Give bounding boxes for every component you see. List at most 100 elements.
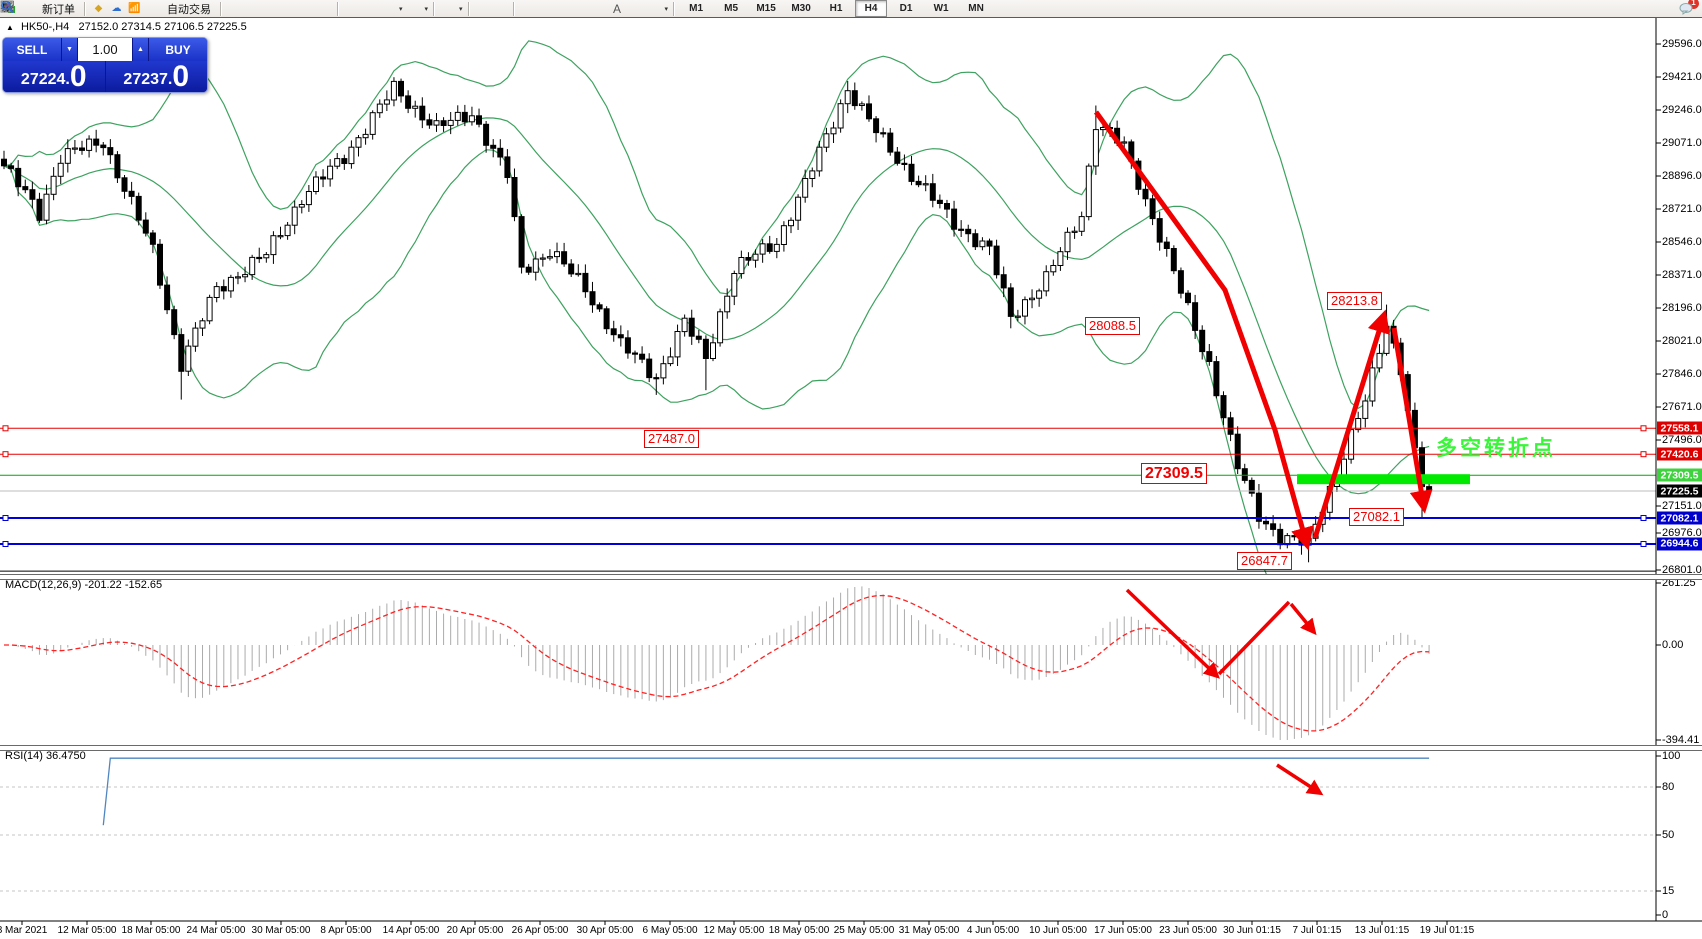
tf-m30[interactable]: M30	[791, 3, 811, 14]
horizontal-line-objects[interactable]	[0, 425, 1656, 572]
search-icon[interactable]	[1, 0, 1676, 16]
tf-m5[interactable]: M5	[724, 3, 739, 14]
macd-axis-label: 0.00	[1662, 639, 1684, 651]
pane-separator-macd[interactable]	[0, 574, 1702, 580]
price-annotation[interactable]: 28213.8	[1327, 292, 1382, 310]
time-axis-label: 24 Mar 05:00	[186, 925, 246, 936]
sell-button[interactable]: SELL	[3, 38, 61, 61]
templates-icon[interactable]	[0, 0, 455, 16]
volume-down-stepper[interactable]: ▼	[61, 38, 78, 61]
templates-caret[interactable]: ▾	[459, 5, 463, 13]
collapse-panel-icon[interactable]: ▲	[6, 23, 14, 32]
tf-mn[interactable]: MN	[968, 3, 984, 14]
trendline-icon[interactable]	[1, 1, 571, 16]
periods-clock-icon[interactable]	[1, 1, 421, 16]
add-indicator-icon[interactable]	[0, 1, 395, 16]
text-icon[interactable]: A	[613, 1, 622, 16]
toolbar: 新订单 ◆ ☁ 📶 自动交易 ▾ ▾ ▾ E F	[0, 0, 1702, 18]
tf-h1[interactable]: H1	[829, 3, 843, 14]
autotrading-label: 自动交易	[167, 3, 211, 16]
toolbar-separator	[512, 1, 515, 16]
new-order-button[interactable]: 新订单	[0, 0, 79, 18]
bar-chart-icon[interactable]	[2, 2, 242, 16]
buy-button[interactable]: BUY	[149, 38, 207, 61]
trend-arrows-macd[interactable]	[1125, 588, 1317, 679]
price-tag: 27225.5	[1657, 484, 1702, 498]
cursor-icon[interactable]	[3, 1, 490, 16]
tf-d1[interactable]: D1	[899, 3, 913, 14]
tf-m15[interactable]: M15	[756, 3, 776, 14]
chart-title: ▲ HK50-,H4 27152.0 27314.5 27106.5 27225…	[6, 21, 247, 33]
toolbar-separator	[433, 1, 436, 16]
price-tag: 27309.5	[1657, 468, 1702, 482]
time-axis-label: 10 Jun 05:00	[1029, 925, 1087, 936]
price-axis-label: 28196.0	[1662, 302, 1702, 314]
autotrading-icon	[0, 1, 164, 16]
time-axis-label: 7 Jul 01:15	[1292, 925, 1342, 936]
rsi-line	[102, 757, 1430, 826]
time-axis-label: 26 Apr 05:00	[511, 925, 569, 936]
price-annotation[interactable]: 28088.5	[1085, 317, 1140, 335]
zoom-in-icon[interactable]	[1, 1, 296, 16]
arrows-caret[interactable]: ▾	[664, 5, 669, 13]
add-indicator-caret[interactable]: ▾	[399, 5, 403, 13]
time-axis-label: 17 Jun 05:00	[1094, 925, 1152, 936]
chart-autoscroll-icon[interactable]	[0, 0, 377, 16]
styler-icon[interactable]: ◆	[94, 2, 103, 14]
trend-arrows-rsi[interactable]	[1276, 763, 1324, 796]
price-annotation[interactable]: 27487.0	[644, 430, 699, 448]
fibonacci-icon[interactable]: F	[1, 2, 607, 16]
macd-label: MACD(12,26,9) -201.22 -152.65	[5, 579, 163, 591]
toolbar-separator	[84, 1, 86, 16]
tf-w1[interactable]: W1	[933, 3, 949, 14]
volume-up-stepper[interactable]: ▲	[132, 38, 149, 61]
buy-price-button[interactable]: 27237. 0	[104, 61, 207, 92]
chart-shift-icon[interactable]	[0, 0, 359, 16]
equidistant-channel-icon[interactable]: E	[0, 1, 589, 16]
vertical-line-icon[interactable]	[4, 1, 535, 16]
sell-price-dot: .	[65, 71, 70, 88]
text-label-icon[interactable]: T	[0, 1, 643, 16]
arrows-icon[interactable]	[2, 2, 661, 16]
periods-caret[interactable]: ▾	[424, 5, 429, 13]
sell-price-button[interactable]: 27224. 0	[3, 61, 105, 92]
community-icon[interactable]: ☁	[111, 2, 122, 14]
toolbar-separator	[467, 1, 470, 16]
autotrading-button[interactable]: 自动交易	[0, 0, 215, 18]
tf-m1[interactable]: M1	[689, 3, 704, 14]
zoom-out-icon[interactable]	[1, 1, 314, 16]
tf-h4-active[interactable]: H4	[855, 0, 888, 17]
time-axis-label: 8 Apr 05:00	[320, 925, 372, 936]
volume-input[interactable]: 1.00	[78, 38, 132, 61]
price-axis-label: 28721.0	[1662, 203, 1702, 215]
price-axis-label: 28371.0	[1662, 269, 1702, 281]
price-annotation[interactable]: 26847.7	[1237, 552, 1292, 570]
support-zone-bar[interactable]	[1297, 474, 1470, 485]
pane-separator-rsi[interactable]	[0, 745, 1702, 751]
turning-point-note[interactable]: 多空转折点	[1436, 437, 1556, 460]
horizontal-line-icon[interactable]	[1, 2, 553, 16]
line-chart-icon[interactable]	[0, 1, 278, 16]
rsi-axis-label: 80	[1662, 781, 1675, 793]
axis-frame	[0, 18, 1702, 925]
price-axis-label: 27846.0	[1662, 368, 1702, 380]
macd-axis-label: -394.41	[1662, 734, 1700, 746]
time-axis-label: 23 Jun 05:00	[1159, 925, 1217, 936]
buy-price-dot: .	[167, 71, 173, 88]
price-axis-label: 26976.0	[1662, 527, 1702, 539]
price-axis-label: 27671.0	[1662, 401, 1702, 413]
rsi-axis-label: 0	[1662, 909, 1669, 921]
macd-axis-label: 261.25	[1662, 577, 1696, 589]
price-annotation[interactable]: 27082.1	[1349, 508, 1404, 526]
signals-icon[interactable]: 📶	[128, 2, 141, 14]
candlestick-chart-icon[interactable]	[2, 1, 260, 16]
price-annotation[interactable]: 27309.5	[1141, 463, 1207, 484]
trend-arrows-main[interactable]	[1093, 110, 1433, 551]
tile-windows-icon[interactable]	[1, 1, 332, 16]
price-axis-label: 29246.0	[1662, 104, 1702, 116]
crosshair-icon[interactable]	[1, 1, 508, 16]
toolbar-separator	[673, 1, 676, 16]
chat-icon[interactable]: 1	[1679, 0, 1699, 16]
price-axis-label: 27496.0	[1662, 434, 1702, 446]
